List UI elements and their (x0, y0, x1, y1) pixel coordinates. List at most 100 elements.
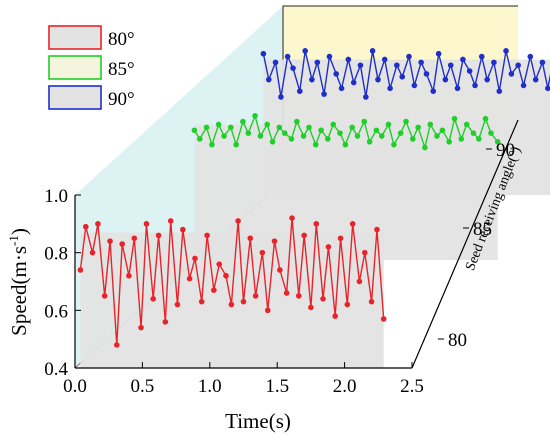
point-80-42 (332, 313, 338, 319)
point-90-20 (381, 56, 388, 63)
point-85-19 (306, 124, 312, 131)
point-85-46 (470, 130, 477, 136)
y-tick-label-0: 0.4 (44, 359, 68, 380)
point-90-25 (411, 82, 418, 89)
point-90-19 (375, 76, 381, 83)
point-85-27 (354, 133, 361, 139)
point-80-27 (240, 298, 247, 305)
z-tick-label-1: 85 (473, 219, 492, 240)
point-85-50 (494, 138, 501, 145)
point-85-36 (409, 136, 416, 142)
y-tick-label-3: 1.0 (44, 186, 68, 207)
point-80-13 (155, 232, 162, 239)
point-85-25 (342, 141, 349, 148)
series-80 (77, 215, 387, 348)
point-85-21 (318, 127, 324, 134)
point-90-9 (314, 59, 321, 66)
point-85-30 (373, 127, 380, 134)
point-80-10 (138, 324, 144, 331)
point-90-1 (265, 76, 272, 83)
point-80-41 (325, 244, 332, 250)
point-85-4 (215, 121, 222, 128)
legend-item-80: 80° (48, 25, 135, 50)
point-85-34 (397, 130, 404, 136)
point-80-9 (131, 235, 138, 242)
point-90-34 (466, 68, 473, 74)
point-90-7 (302, 48, 308, 54)
point-90-36 (478, 53, 485, 60)
point-80-4 (101, 293, 108, 299)
point-80-33 (277, 267, 283, 273)
point-90-17 (363, 94, 369, 100)
point-80-49 (374, 226, 380, 233)
point-80-17 (180, 226, 186, 233)
point-85-42 (446, 138, 452, 145)
point-85-41 (439, 127, 446, 134)
point-85-32 (385, 121, 392, 128)
point-85-22 (325, 136, 331, 142)
point-85-43 (451, 115, 458, 122)
point-90-41 (508, 71, 515, 77)
point-90-28 (430, 88, 437, 94)
point-80-8 (126, 272, 132, 279)
y-axis-label-main: Speed(m·s (7, 246, 31, 336)
point-80-6 (113, 342, 120, 348)
point-80-7 (119, 241, 125, 247)
z-tick-label-2: 90 (496, 140, 515, 161)
point-80-48 (368, 298, 375, 305)
point-85-38 (422, 144, 428, 151)
point-85-45 (463, 121, 470, 128)
point-80-18 (186, 275, 193, 282)
point-90-8 (309, 76, 315, 83)
point-80-16 (174, 301, 181, 308)
point-85-31 (378, 133, 385, 139)
point-80-21 (204, 232, 210, 239)
point-90-44 (527, 53, 534, 60)
point-85-0 (191, 127, 198, 134)
point-80-47 (362, 249, 368, 256)
point-80-1 (82, 223, 89, 230)
point-85-49 (488, 130, 494, 136)
point-85-18 (300, 133, 307, 139)
point-85-1 (196, 136, 203, 142)
point-90-42 (515, 62, 521, 69)
point-85-7 (233, 141, 239, 148)
point-90-13 (338, 85, 345, 92)
legend-label-80: 80° (108, 29, 135, 50)
point-85-28 (361, 118, 368, 125)
point-80-26 (235, 218, 241, 224)
y-tick-label-1: 0.6 (44, 301, 68, 322)
y-axis-label: Speed(m·s-1) (6, 228, 31, 336)
ticks-layer: 0.0 0.5 1.0 1.5 2.0 2.5 0.4 0.6 0.8 1.0 80 85 90 (44, 140, 515, 397)
point-85-37 (415, 124, 421, 131)
point-80-44 (344, 301, 351, 308)
point-80-3 (95, 221, 101, 227)
x-tick-label-2: 1.0 (198, 376, 222, 397)
point-85-44 (458, 136, 465, 142)
point-85-24 (337, 130, 343, 136)
point-80-20 (198, 298, 205, 305)
point-80-50 (380, 316, 387, 322)
series-layer (77, 48, 550, 348)
point-90-24 (406, 53, 412, 60)
point-90-26 (418, 59, 424, 66)
point-85-9 (245, 130, 252, 136)
point-85-29 (366, 138, 373, 145)
point-80-32 (271, 238, 278, 244)
point-85-6 (227, 124, 234, 131)
point-80-30 (259, 249, 266, 256)
legend-label-85: 85° (108, 59, 135, 80)
point-90-6 (296, 88, 303, 94)
legend-swatch-80 (48, 25, 102, 50)
z-axis-line (411, 119, 519, 369)
legend-label-90: 90° (108, 89, 135, 110)
point-90-43 (520, 82, 527, 89)
point-90-39 (496, 88, 503, 94)
point-90-14 (345, 56, 352, 63)
point-85-10 (252, 113, 258, 119)
point-85-14 (276, 124, 283, 131)
point-80-0 (77, 267, 84, 273)
point-80-15 (167, 218, 174, 224)
point-80-38 (308, 304, 314, 311)
